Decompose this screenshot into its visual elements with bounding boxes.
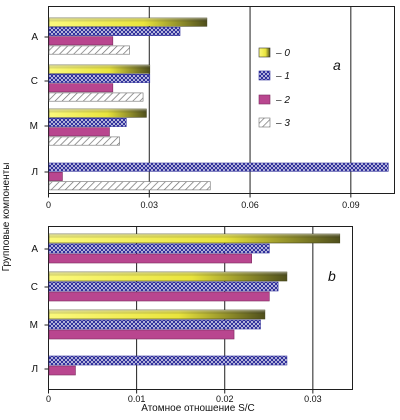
x-axis-label: Атомное отношение S/C	[141, 403, 255, 414]
bar-shine-b-cat0	[49, 234, 340, 239]
legend-swatch-1	[258, 70, 271, 81]
bar-b-cat3-s1	[48, 355, 288, 366]
bar-shine-a-cat1	[49, 65, 150, 69]
bar-shine-b-cat1	[49, 272, 287, 277]
category-label-b-2: М	[30, 320, 38, 331]
bar-a-cat3-s1	[48, 162, 389, 172]
y-axis-label: Групповые компоненты	[1, 163, 12, 272]
category-label-a-1: С	[31, 76, 38, 87]
bar-b-cat1-s2	[48, 291, 270, 302]
bar-a-cat0-s2	[48, 36, 114, 46]
panel-b-bars	[48, 233, 341, 376]
tick-label-a-0: 0	[46, 200, 51, 210]
tick-label-b-2: 0.02	[216, 394, 234, 404]
panel-a-category-labels: А С М Л	[30, 32, 49, 178]
legend: – 0 – 1 – 2 – 3	[258, 47, 290, 129]
panel-b-tick-labels: 0 0.01 0.02 0.03	[46, 389, 322, 404]
legend-label-0: – 0	[275, 48, 290, 59]
bar-b-cat1-s1	[48, 281, 279, 292]
bar-b-cat3-s2	[48, 365, 76, 376]
bar-a-cat1-s3	[48, 92, 144, 102]
panel-a-grid	[148, 6, 352, 194]
bar-a-cat0-s3	[48, 45, 130, 55]
bar-a-cat3-s2	[48, 172, 63, 181]
bar-b-cat0-s1	[48, 243, 270, 254]
bar-b-cat0-s2	[48, 253, 252, 264]
bar-b-cat2-s1	[48, 319, 261, 330]
panel-a-bars	[48, 17, 389, 191]
bar-shine-a-cat2	[49, 109, 147, 113]
category-label-b-0: А	[31, 244, 38, 255]
category-label-a-3: Л	[31, 167, 38, 178]
panel-b-frame	[48, 226, 353, 390]
tick-label-b-1: 0.01	[128, 394, 146, 404]
tick-label-b-0: 0	[46, 394, 51, 404]
category-label-a-2: М	[30, 121, 38, 132]
legend-label-1: – 1	[275, 71, 290, 82]
bar-a-cat1-s1	[48, 74, 151, 83]
panel-a-tick-labels: 0 0.03 0.06 0.09	[46, 193, 360, 210]
category-label-a-0: А	[31, 32, 38, 43]
bar-a-cat2-s1	[48, 118, 127, 127]
bar-a-cat0-s1	[48, 26, 181, 36]
legend-swatch-0	[258, 47, 271, 58]
bar-b-cat2-s2	[48, 329, 235, 340]
legend-swatch-2	[258, 94, 271, 105]
legend-label-2: – 2	[275, 95, 290, 106]
tick-label-a-3: 0.09	[342, 200, 360, 210]
bar-a-cat2-s3	[48, 136, 120, 146]
bar-a-cat3-s3	[48, 181, 211, 191]
bar-shine-b-cat2	[49, 310, 265, 315]
panel-a-frame	[48, 6, 395, 194]
bar-shine-a-cat0	[49, 18, 207, 22]
panel-label-a: a	[333, 57, 341, 73]
legend-swatch-3	[258, 117, 271, 128]
tick-label-a-2: 0.06	[241, 200, 259, 210]
legend-label-3: – 3	[275, 118, 290, 129]
panel-label-b: b	[328, 268, 336, 284]
tick-label-b-3: 0.03	[304, 394, 322, 404]
category-label-b-1: С	[31, 282, 38, 293]
category-label-b-3: Л	[31, 364, 38, 375]
panel-b-category-labels: А С М Л	[30, 244, 49, 375]
tick-label-a-1: 0.03	[141, 200, 159, 210]
bar-a-cat1-s2	[48, 83, 114, 93]
bar-a-cat2-s2	[48, 127, 110, 137]
